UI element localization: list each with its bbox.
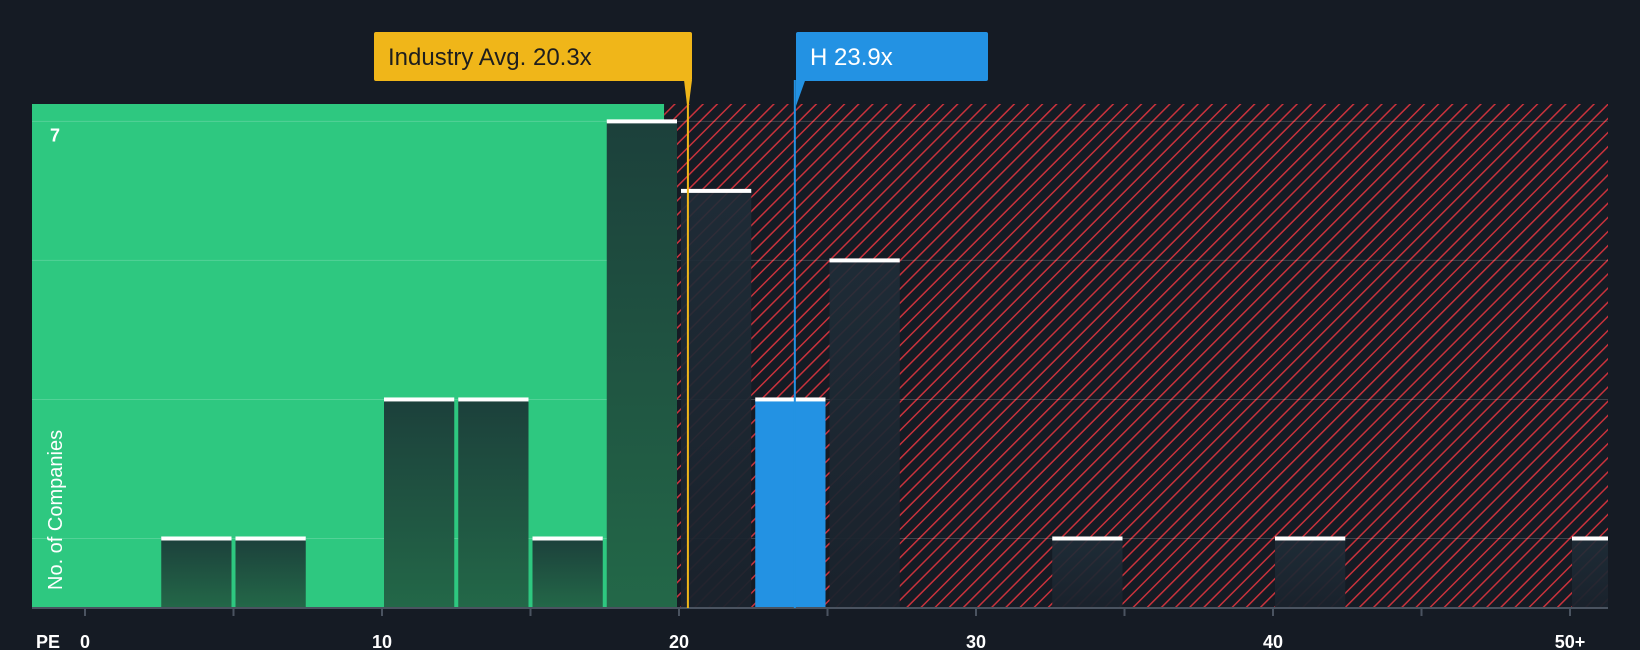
histogram-bar <box>606 121 677 609</box>
bar-cap <box>384 397 455 402</box>
bar-cap <box>1052 536 1123 541</box>
company-pe-label: H 23.9x <box>810 44 893 71</box>
y-axis-label: No. of Companies <box>45 430 67 590</box>
x-axis-label: PE <box>36 632 60 650</box>
undervalued-zone <box>32 104 665 608</box>
company-bar <box>755 399 826 608</box>
histogram-bar <box>532 538 603 608</box>
x-tick-label: 0 <box>80 632 90 650</box>
callout-box <box>796 32 988 81</box>
x-tick-label: 30 <box>966 632 986 650</box>
histogram-bar <box>161 538 232 608</box>
histogram-bar <box>235 538 306 608</box>
callout-pointer <box>684 80 692 104</box>
bar-cap <box>829 258 900 263</box>
histogram-bar <box>829 260 900 608</box>
bar-cap <box>532 536 603 541</box>
x-tick-label: 40 <box>1263 632 1283 650</box>
callout-box <box>374 32 692 81</box>
x-tick-label: 10 <box>372 632 392 650</box>
bar-cap <box>755 397 826 402</box>
bar-cap <box>1275 536 1346 541</box>
bar-cap <box>458 397 529 402</box>
bar-cap <box>161 536 232 541</box>
bar-cap <box>235 536 306 541</box>
bar-cap <box>1572 536 1608 541</box>
histogram-bar <box>458 399 529 608</box>
callout-pointer <box>796 78 806 106</box>
bar-cap <box>606 119 677 124</box>
bar-cap <box>681 188 752 193</box>
histogram-bar <box>1275 538 1346 608</box>
x-tick-label: 20 <box>669 632 689 650</box>
industry-avg-label: Industry Avg. 20.3x <box>388 44 592 71</box>
y-tick-label: 7 <box>50 125 60 145</box>
histogram-bar <box>384 399 455 608</box>
histogram-bar <box>1052 538 1123 608</box>
x-tick-label: 50+ <box>1555 632 1586 650</box>
histogram-bar <box>1572 538 1608 608</box>
histogram-bar <box>681 190 752 608</box>
